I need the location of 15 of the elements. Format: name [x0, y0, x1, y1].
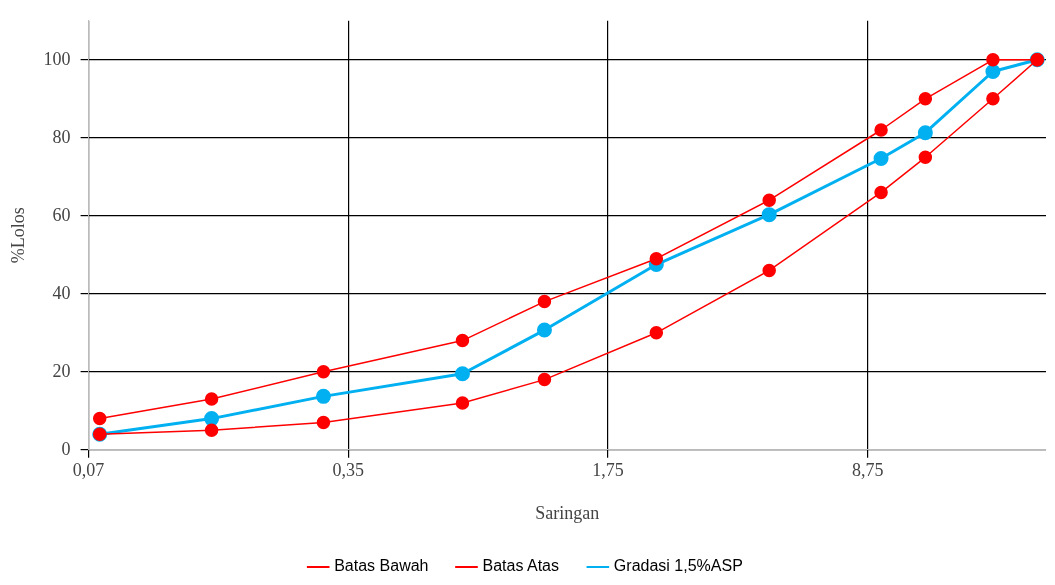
- y-tick-label: 80: [52, 126, 71, 147]
- x-axis-title: Saringan: [535, 502, 600, 523]
- y-tick-label: 0: [61, 438, 71, 459]
- x-tick-label: 0,35: [332, 460, 365, 481]
- x-tick-label: 8,75: [852, 460, 884, 481]
- y-tick-label: 60: [52, 204, 71, 225]
- legend-label: Batas Atas: [482, 557, 559, 575]
- y-tick-label: 20: [52, 360, 71, 381]
- x-tick-label: 0,07: [72, 460, 105, 481]
- y-tick-label: 40: [52, 282, 71, 303]
- x-tick-label: 1,75: [592, 460, 624, 481]
- legend-label: Gradasi 1,5%ASP: [613, 557, 743, 575]
- legend-label: Batas Bawah: [334, 557, 429, 575]
- y-axis-title: %Lolos: [7, 207, 28, 264]
- y-tick-label: 100: [43, 48, 71, 69]
